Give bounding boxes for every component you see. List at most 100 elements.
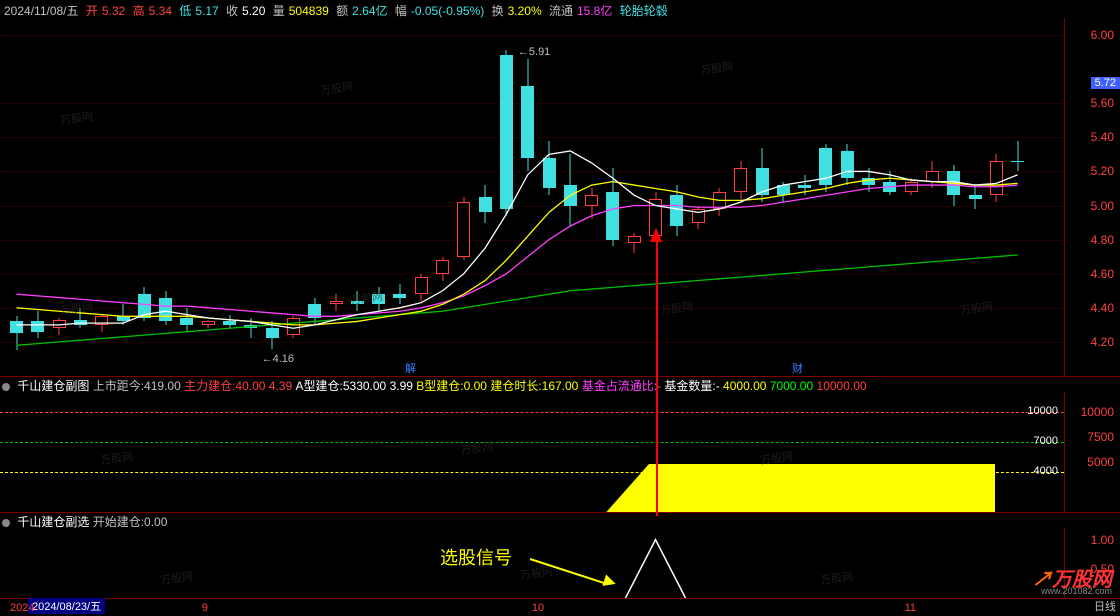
candle — [521, 59, 534, 172]
price-tick: 5.60 — [1091, 96, 1114, 110]
turn-val: 3.20% — [508, 4, 542, 18]
logo-url: www.201082.com — [1041, 586, 1112, 596]
time-tick: 2024 — [10, 602, 34, 614]
period-label: 日线 — [1094, 598, 1116, 614]
time-tick: 11 — [905, 602, 916, 614]
candle — [74, 308, 87, 328]
sub2-header: 千山建仓副选 开始建仓:0.00 — [0, 512, 1120, 528]
candle — [372, 287, 385, 311]
candle — [841, 144, 854, 185]
sub1-tick: 10000 — [1081, 405, 1114, 419]
price-axis: 4.20 4.40 4.60 4.80 5.00 5.20 5.40 5.60 6.00 5.72 — [1065, 18, 1120, 376]
open-val: 5.32 — [102, 4, 125, 18]
candle — [223, 315, 236, 329]
candle — [138, 287, 151, 321]
candle — [436, 257, 449, 281]
sector-val: 轮胎轮毂 — [620, 4, 668, 18]
candle — [798, 175, 811, 195]
candle — [95, 315, 108, 332]
time-tick: 10 — [532, 602, 544, 614]
candle — [415, 274, 428, 301]
current-price-marker: 5.72 — [1091, 77, 1120, 89]
candle — [947, 165, 960, 206]
price-tick: 4.60 — [1091, 267, 1114, 281]
sub2-title: 千山建仓副选 — [17, 515, 89, 529]
candle — [756, 148, 769, 203]
candle — [287, 316, 300, 338]
candle — [777, 182, 790, 202]
high-key: 高 — [133, 4, 145, 18]
chg-key: 幅 — [395, 4, 407, 18]
dot-icon — [2, 519, 10, 527]
close-val: 5.20 — [242, 4, 265, 18]
time-tick: 9 — [202, 602, 208, 614]
sub2-tick: 1.00 — [1091, 533, 1114, 547]
time-axis: 2024/08/23/五 日线 2024 9 10 11 — [0, 598, 1120, 616]
date-label: 2024/11/08/五 — [4, 4, 79, 18]
candle — [990, 154, 1003, 202]
candle — [628, 233, 641, 253]
ohlc-header: 2024/11/08/五 开5.32 高5.34 低5.17 收5.20 量50… — [4, 2, 1116, 18]
candle — [117, 304, 130, 324]
candlestick-chart[interactable]: ←4.16←5.91解财 — [0, 18, 1065, 376]
sub1-chart[interactable]: 4000700010000 — [0, 392, 1065, 512]
time-highlight: 2024/08/23/五 — [28, 598, 105, 614]
candle — [819, 144, 832, 192]
candle — [202, 320, 215, 329]
price-tick: 6.00 — [1091, 28, 1114, 42]
candle — [266, 321, 279, 348]
candle — [308, 298, 321, 325]
amt-key: 额 — [336, 4, 348, 18]
sub1-tick: 5000 — [1087, 455, 1114, 469]
candle — [585, 188, 598, 219]
candle — [862, 168, 875, 192]
vol-key: 量 — [273, 4, 285, 18]
candle — [713, 188, 726, 215]
amt-val: 2.64亿 — [352, 4, 387, 18]
low-annotation: ←4.16 — [262, 353, 294, 365]
candle — [330, 294, 343, 311]
candle — [692, 206, 705, 230]
sub1-axis: 5000 7500 10000 — [1065, 392, 1120, 512]
price-tick: 5.00 — [1091, 199, 1114, 213]
candle — [500, 50, 513, 215]
candle — [457, 197, 470, 260]
vol-val: 504839 — [289, 4, 329, 18]
close-key: 收 — [226, 4, 238, 18]
candle — [244, 318, 257, 338]
candle — [564, 154, 577, 226]
sub1-title: 千山建仓副图 — [17, 379, 89, 393]
float-val: 15.8亿 — [577, 4, 612, 18]
price-tick: 4.20 — [1091, 335, 1114, 349]
sub2-labels: 开始建仓:0.00 — [93, 515, 168, 529]
low-key: 低 — [179, 4, 191, 18]
turn-key: 换 — [492, 4, 504, 18]
price-tick: 5.40 — [1091, 130, 1114, 144]
open-key: 开 — [86, 4, 98, 18]
candle — [734, 161, 747, 199]
signal-label: 选股信号 — [440, 544, 512, 570]
sub1-tick: 7500 — [1087, 430, 1114, 444]
candle — [351, 291, 364, 311]
sub2-chart[interactable]: 选股信号 — [0, 528, 1065, 598]
sub1-header: 千山建仓副图 上市距今:419.00 主力建仓:40.00 4.39 A型建仓:… — [0, 376, 1120, 392]
candle — [1011, 141, 1024, 172]
candle — [926, 161, 939, 188]
sub1-labels: 上市距今:419.00 主力建仓:40.00 4.39 A型建仓:5330.00… — [93, 379, 867, 393]
candle — [479, 185, 492, 223]
high-val: 5.34 — [149, 4, 172, 18]
dot-icon — [2, 383, 10, 391]
candle — [159, 291, 172, 325]
candle — [969, 185, 982, 209]
price-tick: 5.20 — [1091, 164, 1114, 178]
red-arrow-line — [656, 240, 658, 516]
price-tick: 4.40 — [1091, 301, 1114, 315]
candle — [543, 141, 556, 196]
price-tick: 4.80 — [1091, 233, 1114, 247]
candle — [180, 308, 193, 332]
high-annotation: ←5.91 — [518, 46, 550, 58]
chg-val: -0.05(-0.95%) — [411, 4, 484, 18]
candle — [883, 171, 896, 195]
red-arrow-head-icon — [650, 228, 662, 242]
event-marker: 解 — [405, 360, 416, 376]
